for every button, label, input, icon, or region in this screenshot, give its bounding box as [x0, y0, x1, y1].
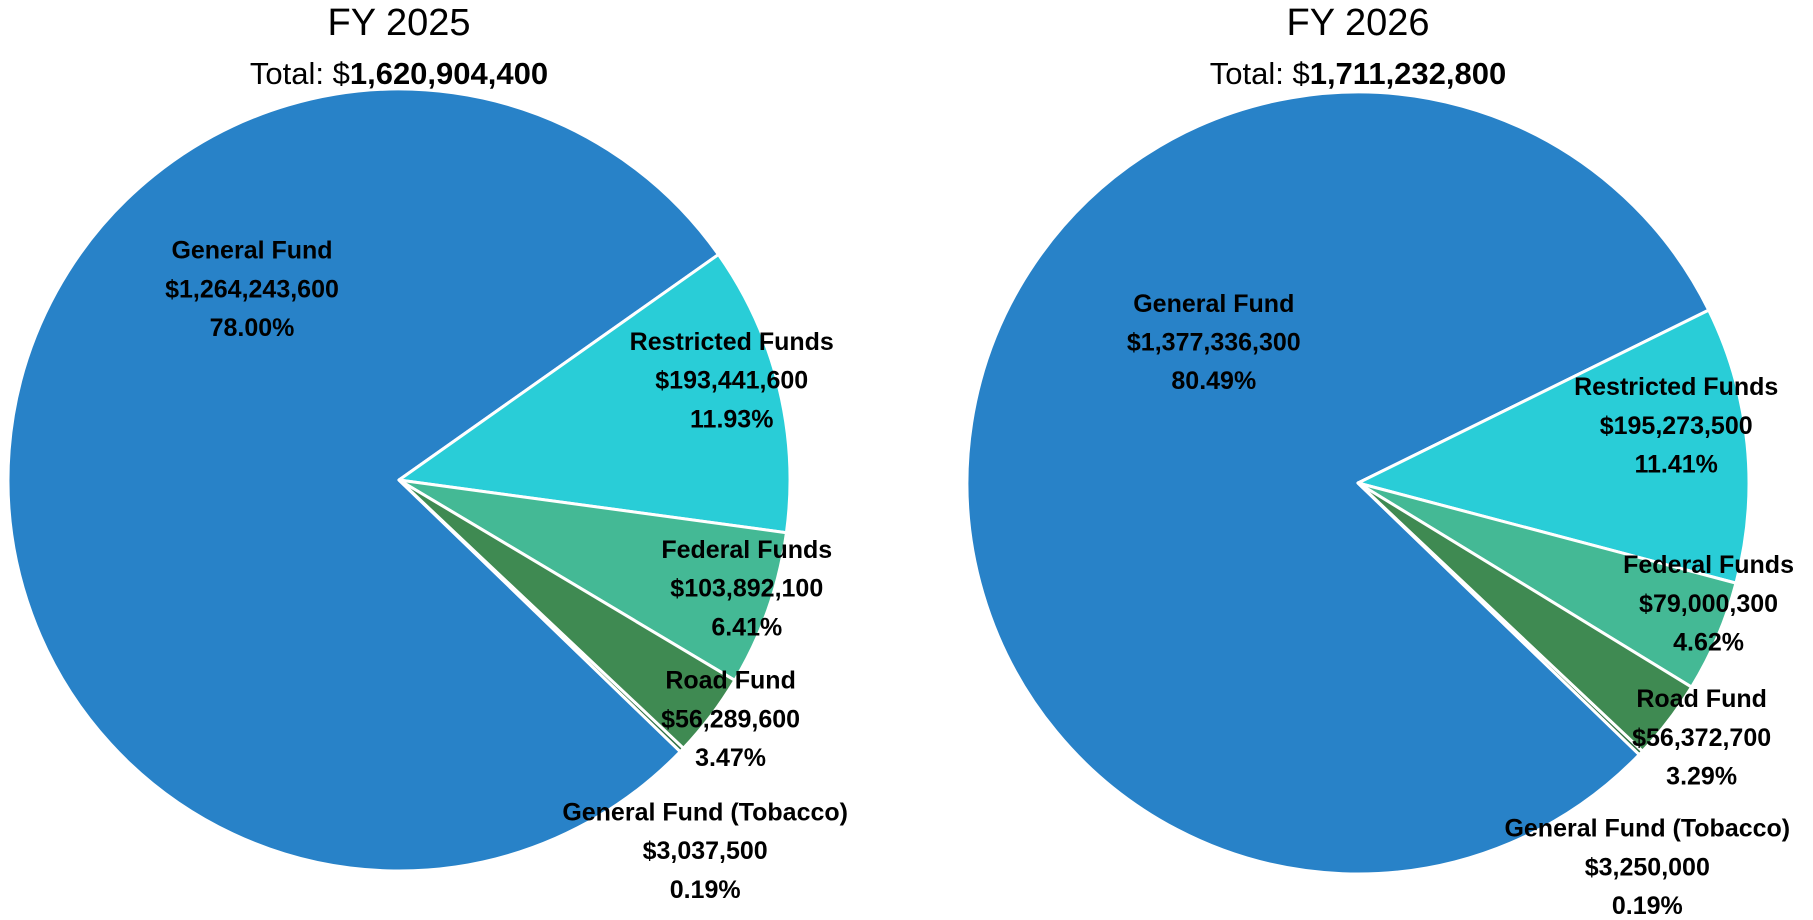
slice-name: Federal Funds [661, 536, 832, 564]
slice-percent: 78.00% [210, 314, 295, 342]
slice-percent: 4.62% [1673, 629, 1744, 657]
total-value: 1,620,904,400 [350, 56, 548, 91]
slice-name: General Fund (Tobacco) [1504, 815, 1790, 843]
slice-value: $1,377,336,300 [1127, 329, 1301, 357]
slice-percent: 11.41% [1634, 450, 1717, 478]
pie-slice [1356, 308, 1751, 585]
total-value: 1,711,232,800 [1310, 56, 1507, 91]
pie-slice [397, 478, 685, 754]
slice-value: $195,273,500 [1600, 412, 1753, 440]
slice-name: General Fund [1133, 290, 1294, 318]
pie-slice [397, 478, 788, 682]
pie-slice [6, 87, 720, 873]
slice-value: $56,372,700 [1632, 724, 1771, 752]
pie-slice [397, 253, 792, 535]
slice-percent: 3.47% [695, 744, 766, 772]
slice-name: Road Fund [1636, 685, 1767, 713]
slice-name: General Fund [171, 237, 332, 265]
slice-value: $56,289,600 [661, 705, 800, 733]
slice-value: $193,441,600 [655, 367, 808, 395]
total-label: Total: $ [1210, 56, 1310, 91]
slice-value: $103,892,100 [670, 575, 823, 603]
slice-value: $1,264,243,600 [165, 275, 339, 303]
slice-value: $3,037,500 [643, 837, 768, 865]
slice-value: $79,000,300 [1639, 590, 1778, 618]
slice-name: Restricted Funds [630, 328, 834, 356]
slice-name: General Fund (Tobacco) [562, 798, 848, 826]
chart-title: FY 2025 [328, 2, 471, 44]
slice-percent: 80.49% [1171, 367, 1256, 395]
slice-percent: 6.41% [711, 613, 782, 641]
slice-name: Road Fund [665, 667, 796, 695]
pie-slice [1356, 481, 1644, 757]
chart-total: Total: $1,620,904,400 [250, 56, 548, 91]
slice-name: Federal Funds [1623, 551, 1794, 579]
slice-percent: 0.19% [1612, 892, 1683, 920]
chart-total: Total: $1,711,232,800 [1210, 56, 1507, 91]
slice-percent: 11.93% [690, 405, 773, 433]
pie-slice [965, 90, 1711, 876]
slice-percent: 0.19% [670, 876, 741, 904]
slice-value: $3,250,000 [1585, 853, 1710, 881]
slice-name: Restricted Funds [1574, 373, 1778, 401]
total-label: Total: $ [250, 56, 350, 91]
slice-percent: 3.29% [1666, 763, 1737, 791]
chart-title: FY 2026 [1287, 2, 1430, 44]
